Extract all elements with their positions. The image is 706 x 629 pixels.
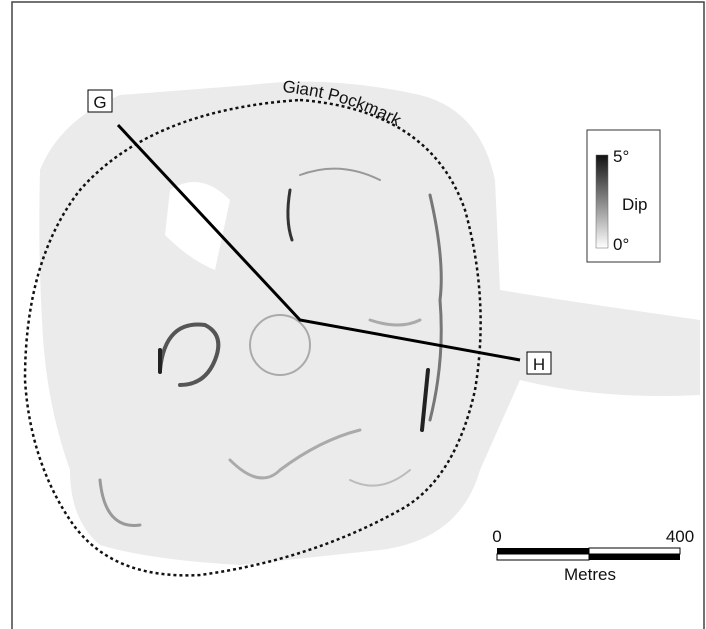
legend-max: 5° bbox=[613, 147, 629, 166]
scale-segment bbox=[589, 554, 680, 560]
scale-start: 0 bbox=[492, 527, 501, 546]
legend-title: Dip bbox=[622, 195, 648, 214]
legend-min: 0° bbox=[613, 235, 629, 254]
scale-end: 400 bbox=[666, 527, 694, 546]
scale-segment bbox=[497, 554, 589, 560]
profile-start-label: G bbox=[93, 93, 106, 112]
legend-gradient bbox=[596, 155, 608, 248]
scale-segment bbox=[589, 548, 680, 554]
map: Giant Pockmark G H 5° Dip 0° 0 400 Metre… bbox=[0, 0, 706, 629]
page: {"labels": {"profile_start": "G", "profi… bbox=[0, 0, 706, 629]
scale-segment bbox=[497, 548, 589, 554]
scale-unit: Metres bbox=[564, 565, 616, 584]
profile-end-label: H bbox=[533, 355, 545, 374]
